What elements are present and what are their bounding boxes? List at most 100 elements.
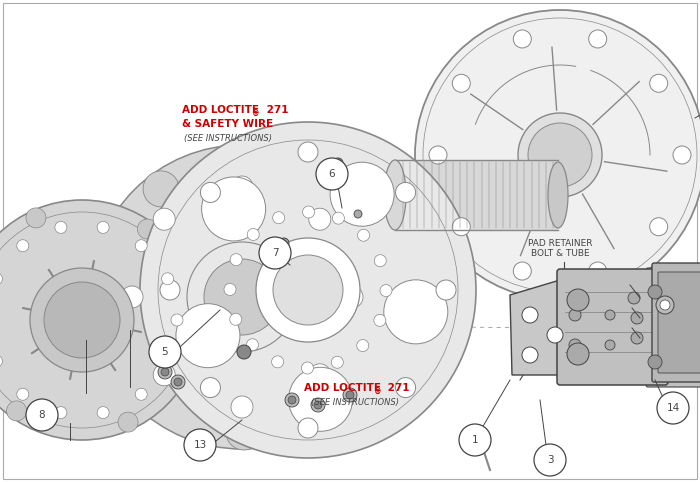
- Circle shape: [569, 339, 581, 351]
- Text: 7: 7: [272, 248, 279, 258]
- Circle shape: [314, 401, 322, 409]
- Ellipse shape: [384, 160, 406, 230]
- Circle shape: [55, 221, 67, 233]
- Bar: [395, 160, 558, 230]
- Circle shape: [273, 255, 343, 325]
- Circle shape: [135, 388, 147, 400]
- Circle shape: [650, 218, 668, 236]
- Circle shape: [513, 262, 531, 280]
- Circle shape: [309, 208, 331, 230]
- Circle shape: [204, 259, 280, 335]
- Circle shape: [343, 388, 357, 402]
- Circle shape: [518, 113, 602, 197]
- Text: 3: 3: [547, 455, 553, 465]
- Circle shape: [298, 418, 318, 438]
- FancyBboxPatch shape: [646, 268, 700, 387]
- Circle shape: [673, 146, 691, 164]
- Circle shape: [149, 336, 181, 368]
- Circle shape: [176, 304, 240, 368]
- Circle shape: [247, 228, 259, 241]
- Circle shape: [259, 237, 291, 269]
- Text: 271: 271: [263, 105, 288, 115]
- Circle shape: [55, 407, 67, 419]
- Circle shape: [567, 289, 589, 311]
- Circle shape: [605, 310, 615, 320]
- Circle shape: [395, 377, 416, 398]
- Circle shape: [17, 388, 29, 400]
- Circle shape: [200, 377, 220, 398]
- Circle shape: [475, 434, 485, 444]
- Circle shape: [569, 309, 581, 321]
- Ellipse shape: [548, 162, 568, 228]
- Circle shape: [171, 375, 185, 389]
- Text: ®: ®: [374, 388, 382, 397]
- Circle shape: [452, 218, 470, 236]
- Circle shape: [354, 210, 362, 218]
- Circle shape: [311, 398, 325, 412]
- FancyBboxPatch shape: [557, 269, 668, 385]
- Circle shape: [288, 367, 353, 431]
- Circle shape: [302, 206, 314, 218]
- Text: 8: 8: [38, 410, 46, 420]
- Circle shape: [288, 396, 296, 404]
- Circle shape: [6, 401, 27, 421]
- Polygon shape: [510, 280, 572, 375]
- Circle shape: [298, 142, 318, 162]
- FancyBboxPatch shape: [658, 272, 700, 373]
- Circle shape: [316, 158, 348, 190]
- Circle shape: [256, 238, 360, 342]
- Circle shape: [534, 444, 566, 476]
- Circle shape: [357, 339, 369, 351]
- Circle shape: [648, 285, 662, 299]
- Circle shape: [452, 74, 470, 92]
- Circle shape: [309, 364, 331, 386]
- Circle shape: [118, 412, 138, 432]
- Circle shape: [547, 327, 563, 343]
- Circle shape: [302, 169, 338, 205]
- Circle shape: [628, 292, 640, 304]
- Circle shape: [605, 340, 615, 350]
- Circle shape: [0, 200, 202, 440]
- Circle shape: [90, 145, 394, 449]
- Circle shape: [161, 368, 169, 376]
- Circle shape: [522, 347, 538, 363]
- Circle shape: [528, 123, 592, 187]
- Text: (SEE INSTRUCTIONS): (SEE INSTRUCTIONS): [184, 134, 272, 143]
- Circle shape: [650, 74, 668, 92]
- Circle shape: [200, 182, 220, 202]
- Circle shape: [285, 393, 299, 407]
- Circle shape: [631, 332, 643, 344]
- Circle shape: [231, 176, 253, 198]
- Circle shape: [353, 319, 389, 355]
- Circle shape: [230, 254, 242, 266]
- Circle shape: [174, 378, 182, 386]
- Circle shape: [202, 177, 265, 241]
- Circle shape: [137, 219, 158, 239]
- Text: 14: 14: [666, 403, 680, 413]
- Text: 5: 5: [162, 347, 168, 357]
- Text: ®: ®: [252, 110, 260, 119]
- Circle shape: [184, 429, 216, 461]
- Circle shape: [224, 283, 236, 295]
- Circle shape: [0, 355, 2, 367]
- Circle shape: [230, 313, 242, 325]
- Text: PAD RETAINER: PAD RETAINER: [528, 239, 592, 248]
- Circle shape: [158, 365, 172, 379]
- Circle shape: [44, 282, 120, 358]
- Circle shape: [143, 171, 179, 207]
- Circle shape: [153, 364, 175, 386]
- Text: (SEE INSTRUCTIONS): (SEE INSTRUCTIONS): [311, 398, 399, 406]
- Circle shape: [96, 322, 132, 359]
- Circle shape: [631, 312, 643, 324]
- Circle shape: [273, 212, 285, 224]
- Circle shape: [358, 229, 370, 241]
- Circle shape: [162, 273, 174, 285]
- Text: ADD LOCTITE: ADD LOCTITE: [304, 383, 381, 393]
- Circle shape: [135, 240, 147, 252]
- Circle shape: [660, 300, 670, 310]
- Circle shape: [121, 286, 143, 308]
- Circle shape: [231, 396, 253, 418]
- Circle shape: [162, 355, 174, 367]
- Circle shape: [429, 146, 447, 164]
- Circle shape: [380, 284, 392, 296]
